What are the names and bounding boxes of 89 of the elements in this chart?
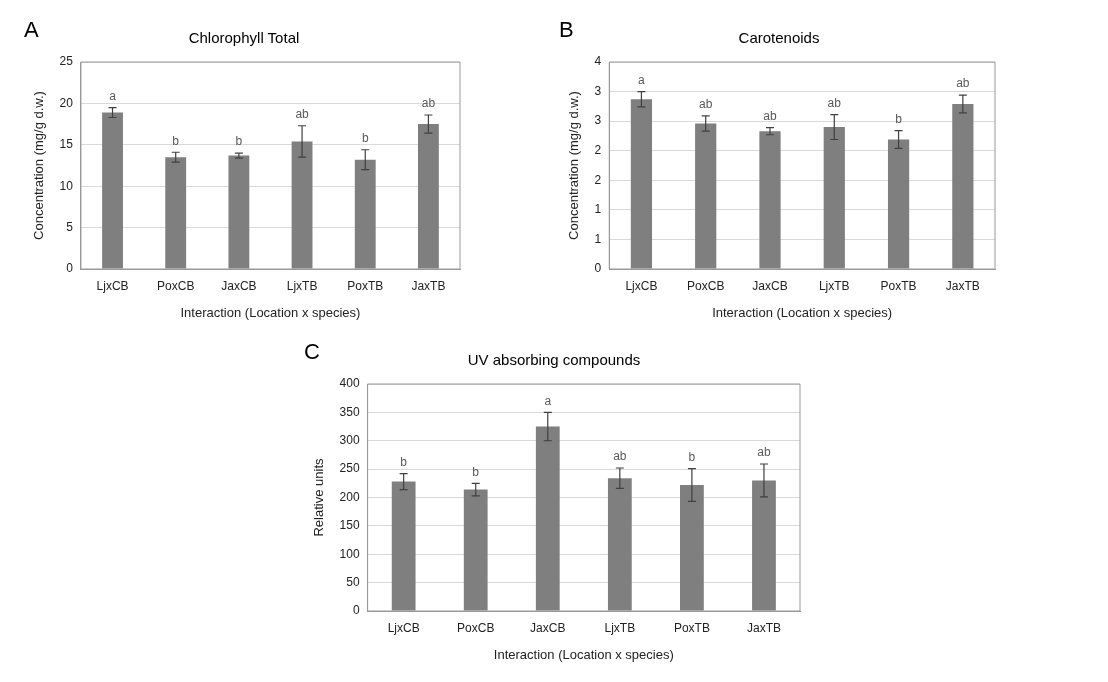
y-tick-label: 2 <box>594 172 602 187</box>
bar <box>291 141 313 269</box>
y-tick-label: 4 <box>594 54 602 69</box>
y-tick-label: 20 <box>59 95 74 110</box>
x-tick-label: PoxCB <box>157 278 195 293</box>
x-tick-label: LjxTB <box>286 278 318 293</box>
annotation: b <box>172 133 180 148</box>
y-tick-label: 350 <box>339 404 360 419</box>
y-tick-label: 100 <box>339 546 360 561</box>
x-tick-label: LjxTB <box>818 278 850 293</box>
x-tick-label: LjxCB <box>96 278 129 293</box>
y-tick-label: 5 <box>66 219 74 234</box>
text: C <box>304 339 320 365</box>
x-tick-label: PoxTB <box>347 278 384 293</box>
bar <box>102 112 123 269</box>
y-tick-label: 10 <box>59 178 74 193</box>
x-tick-label: PoxTB <box>880 278 917 293</box>
y-tick-label: 150 <box>339 518 360 533</box>
y-axis-title: Relative units <box>311 457 327 537</box>
annotation: ab <box>699 97 713 112</box>
bar <box>228 155 250 269</box>
y-tick-label: 50 <box>346 574 360 589</box>
bar <box>354 159 376 269</box>
y-tick-label: 15 <box>59 137 74 152</box>
y-tick-label: 3 <box>594 113 602 128</box>
annotation: a <box>544 393 552 408</box>
y-tick-label: 1 <box>594 202 602 217</box>
text: A <box>24 17 39 43</box>
annotation: ab <box>956 76 970 91</box>
text: B <box>559 17 574 43</box>
x-axis-title: Interaction (Location x species) <box>712 304 893 320</box>
y-tick-label: 0 <box>594 261 602 276</box>
annotation: b <box>235 134 243 149</box>
annotation: b <box>895 111 903 126</box>
y-tick-label: 1 <box>594 231 602 246</box>
annotation: ab <box>757 445 771 460</box>
annotation: b <box>688 449 696 464</box>
annotation: b <box>361 131 369 146</box>
y-tick-label: 2 <box>594 143 602 158</box>
y-tick-label: 200 <box>339 489 360 504</box>
bar <box>952 103 974 269</box>
x-tick-label: JaxCB <box>752 278 788 293</box>
y-tick-label: 250 <box>339 461 360 476</box>
bar <box>391 481 416 611</box>
bar <box>607 478 632 611</box>
y-tick-label: 300 <box>339 433 360 448</box>
y-tick-label: 0 <box>66 261 74 276</box>
chart-title: Carotenoids <box>738 29 820 47</box>
bar <box>463 489 488 611</box>
chart-title: Chlorophyll Total <box>188 29 300 47</box>
y-tick-label: 0 <box>352 603 360 618</box>
bar <box>759 131 781 269</box>
x-tick-label: JaxTB <box>411 278 446 293</box>
x-tick-label: JaxTB <box>945 278 980 293</box>
bar <box>535 426 560 611</box>
x-tick-label: PoxCB <box>687 278 725 293</box>
y-tick-label: 400 <box>339 376 360 391</box>
annotation: ab <box>763 108 777 123</box>
x-tick-label: LjxTB <box>604 620 636 635</box>
annotation: ab <box>613 449 627 464</box>
x-axis-title: Interaction (Location x species) <box>180 304 361 320</box>
bar <box>417 124 439 269</box>
x-tick-label: JaxCB <box>530 620 566 635</box>
bar <box>823 127 845 269</box>
bar <box>695 123 717 269</box>
annotation: ab <box>295 107 310 122</box>
bar <box>630 99 653 269</box>
annotation: b <box>400 454 408 469</box>
bar <box>680 485 704 611</box>
x-tick-label: LjxCB <box>387 620 420 635</box>
y-tick-label: 3 <box>594 83 602 98</box>
y-tick-label: 25 <box>59 54 74 69</box>
bar <box>752 480 776 611</box>
bar <box>165 157 187 269</box>
x-axis-title: Interaction (Location x species) <box>493 646 674 662</box>
y-axis-title: Concentration (mg/g d.w.) <box>31 91 47 240</box>
x-tick-label: LjxCB <box>625 278 658 293</box>
annotation: ab <box>421 96 436 111</box>
x-tick-label: JaxTB <box>746 620 781 635</box>
annotation: b <box>472 464 480 479</box>
x-tick-label: PoxCB <box>457 620 495 635</box>
x-tick-label: JaxCB <box>221 278 257 293</box>
annotation: a <box>638 72 646 87</box>
chart-title: UV absorbing compounds <box>467 351 641 369</box>
y-axis-title: Concentration (mg/g d.w.) <box>566 91 582 240</box>
annotation: a <box>109 88 117 103</box>
x-tick-label: PoxTB <box>673 620 710 635</box>
annotation: ab <box>827 95 842 110</box>
bar <box>887 139 910 269</box>
